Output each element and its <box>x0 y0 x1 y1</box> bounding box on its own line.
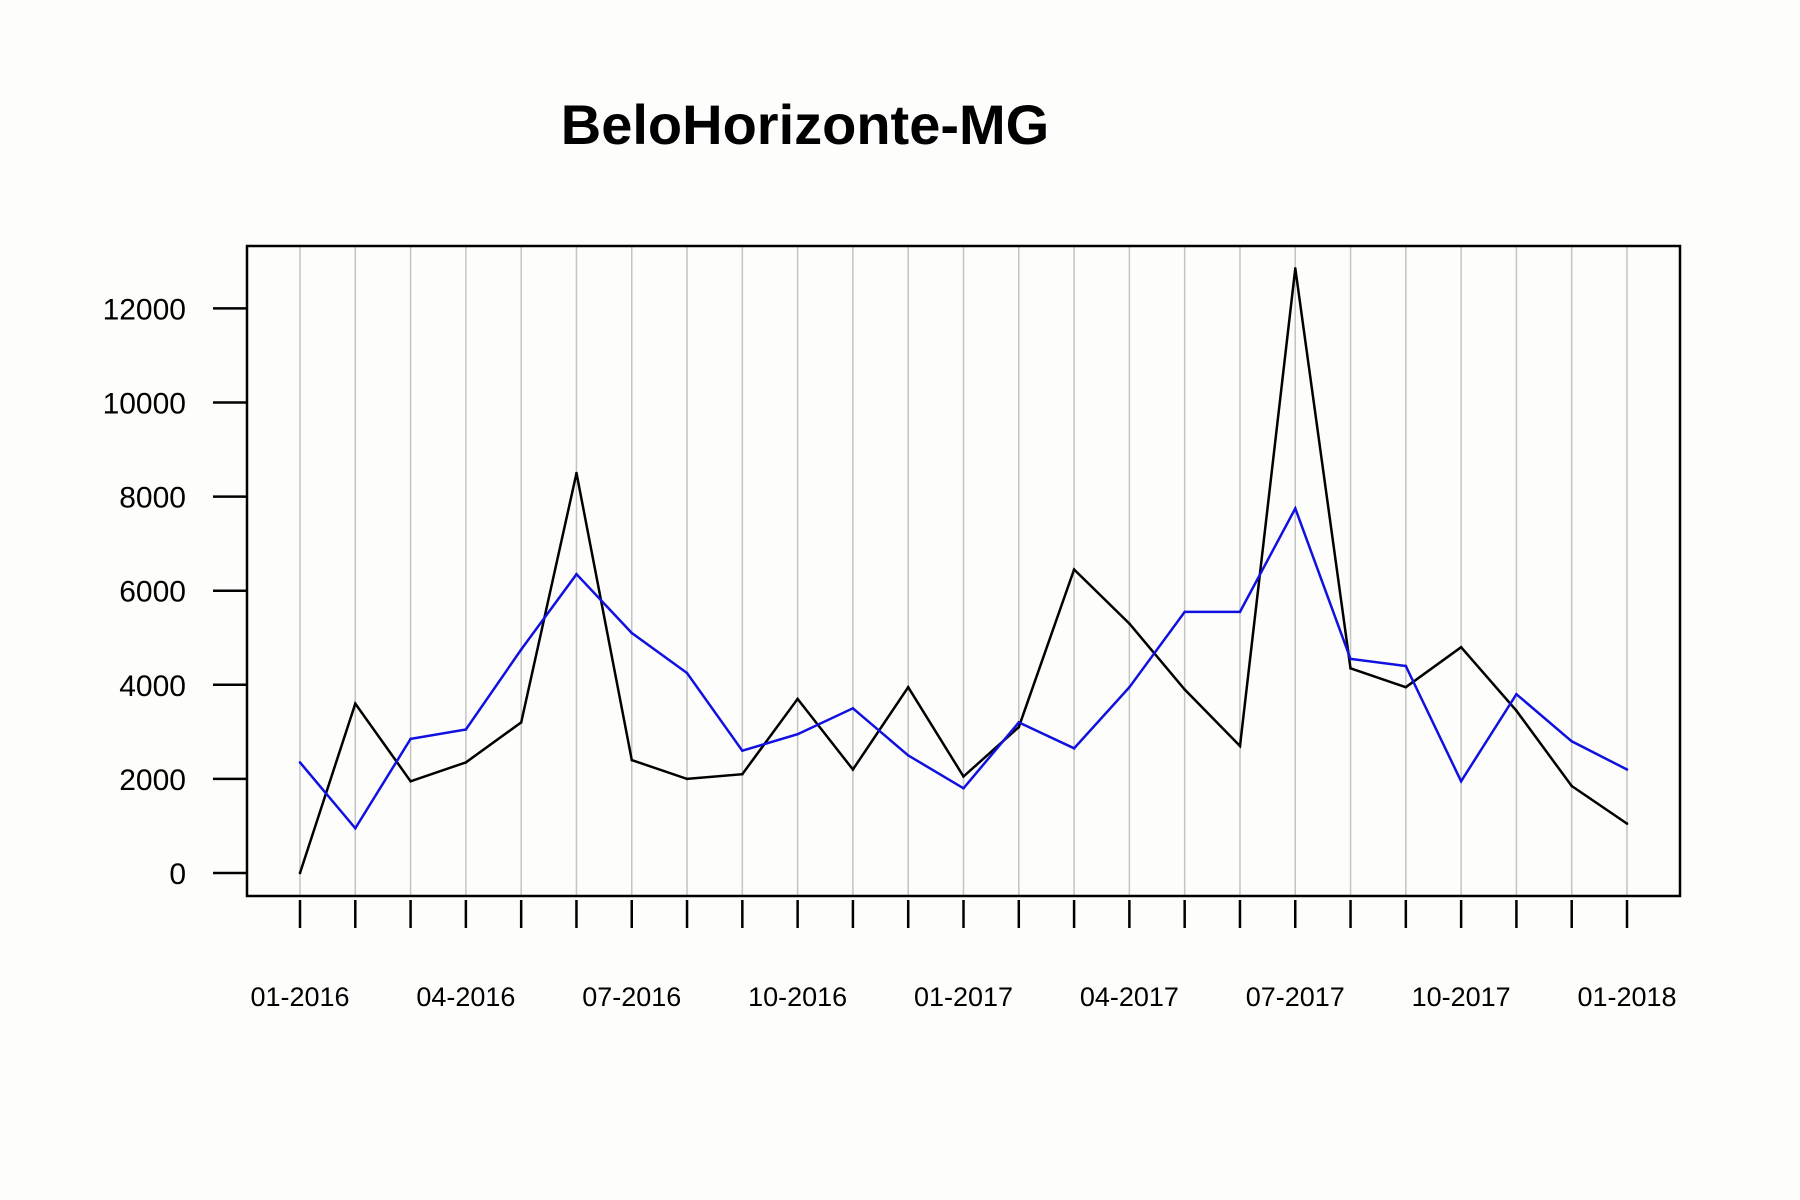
data-point <box>796 697 799 701</box>
data-point <box>1459 645 1463 649</box>
data-point <box>1404 664 1408 668</box>
data-point <box>1459 779 1463 783</box>
data-point <box>1570 739 1574 743</box>
data-point <box>1515 709 1518 712</box>
data-point <box>630 758 634 762</box>
data-point <box>1238 744 1242 748</box>
data-point <box>851 768 855 771</box>
data-point <box>298 761 302 764</box>
y-tick-label: 2000 <box>119 764 186 797</box>
data-point <box>575 572 578 576</box>
x-axis: 01-2016 04-2016 07-2016 10-2016 01-2017 04-20… <box>250 900 1677 1012</box>
data-point <box>685 777 689 781</box>
y-tick-label: 0 <box>169 858 186 891</box>
data-point <box>575 471 578 475</box>
data-point <box>630 631 634 635</box>
data-point <box>1404 685 1408 689</box>
data-point <box>1128 622 1131 625</box>
data-point <box>409 737 412 741</box>
data-point <box>1349 667 1352 670</box>
data-point <box>906 685 910 689</box>
data-point <box>962 787 965 790</box>
y-tick-label: 4000 <box>119 670 186 703</box>
x-tick-label: 07-2016 <box>582 982 681 1012</box>
data-point <box>1625 822 1629 825</box>
data-point <box>685 671 689 675</box>
data-point <box>1072 747 1076 750</box>
data-point <box>464 761 468 764</box>
data-point <box>796 732 799 736</box>
data-point <box>1072 568 1076 571</box>
x-tick-label: 01-2017 <box>914 982 1013 1012</box>
x-tick-label: 10-2016 <box>748 982 847 1012</box>
y-tick-label: 12000 <box>103 293 186 326</box>
data-point <box>1183 688 1186 691</box>
y-tick-label: 6000 <box>119 576 186 609</box>
data-point <box>1625 768 1629 771</box>
y-tick-label: 10000 <box>103 388 186 421</box>
x-tick-label: 01-2016 <box>250 982 349 1012</box>
y-tick-label: 8000 <box>119 482 186 515</box>
grid-lines <box>299 246 1628 896</box>
y-axis: 0 2000 4000 6000 8000 10000 12000 <box>103 293 247 891</box>
plot-frame <box>245 244 1682 898</box>
data-point <box>1570 784 1574 788</box>
data-point <box>962 775 965 778</box>
x-tick-label: 04-2016 <box>416 982 515 1012</box>
data-point <box>1349 657 1352 661</box>
data-point <box>353 702 357 705</box>
data-point <box>906 754 910 757</box>
data-point <box>1017 721 1021 724</box>
data-point <box>464 728 468 731</box>
data-point <box>519 648 523 651</box>
data-point <box>353 827 357 830</box>
data-point <box>1293 507 1297 510</box>
data-point <box>1293 267 1297 270</box>
data-point <box>1183 610 1186 614</box>
x-tick-label: 04-2017 <box>1080 982 1179 1012</box>
data-point <box>851 707 855 710</box>
data-point <box>741 749 744 752</box>
series-lines <box>298 267 1629 875</box>
data-point <box>519 721 523 724</box>
data-point <box>298 871 302 875</box>
x-tick-label: 10-2017 <box>1412 982 1511 1012</box>
chart-title: BeloHorizonte-MG <box>561 93 1049 156</box>
data-point <box>409 779 412 783</box>
data-point <box>1238 610 1242 614</box>
data-point <box>1128 685 1131 689</box>
x-tick-label: 07-2017 <box>1246 982 1345 1012</box>
data-point <box>741 772 744 776</box>
x-tick-label: 01-2018 <box>1577 982 1676 1012</box>
data-point <box>1515 692 1518 696</box>
data-point <box>1017 725 1021 729</box>
